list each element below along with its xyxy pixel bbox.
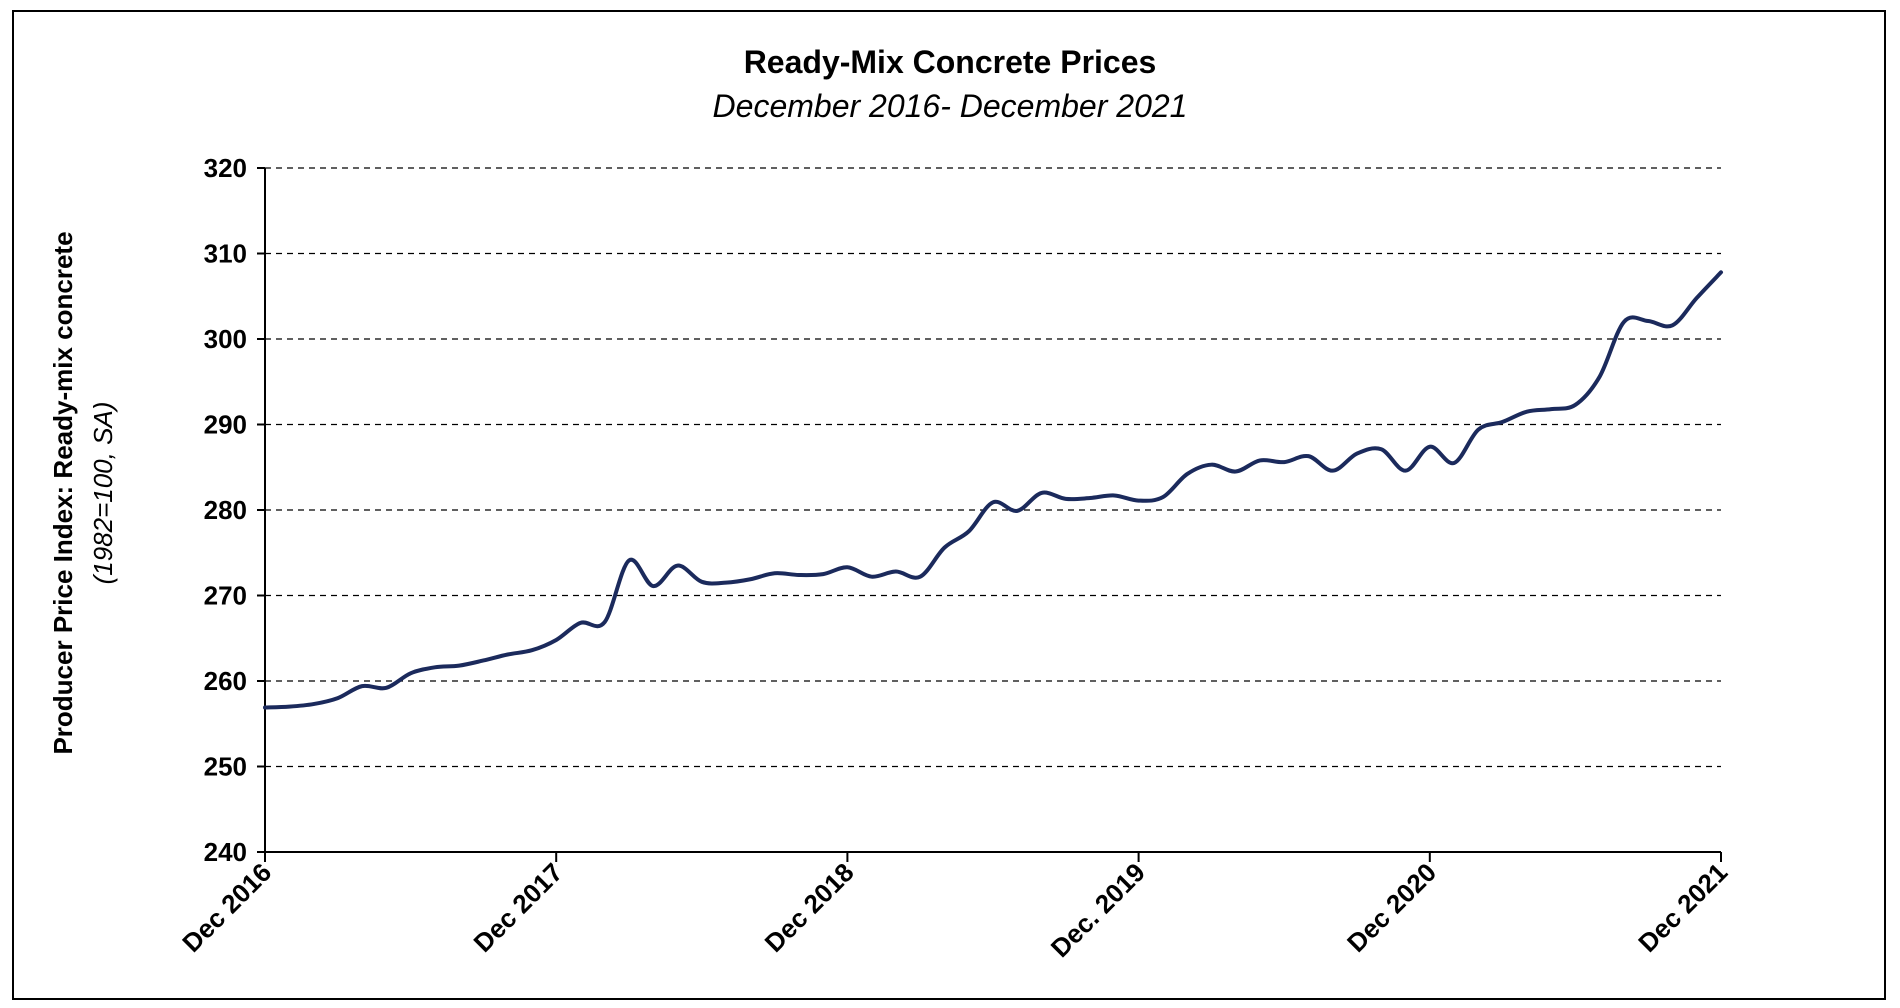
chart-subtitle: December 2016- December 2021 bbox=[712, 88, 1188, 124]
chart-frame bbox=[12, 10, 1886, 1000]
x-tick-label: Dec 2017 bbox=[467, 857, 568, 958]
y-tick-label: 290 bbox=[204, 410, 247, 440]
x-tick-label: Dec 2016 bbox=[176, 857, 277, 958]
y-tick-label: 320 bbox=[204, 153, 247, 183]
x-tick-label: Dec 2018 bbox=[759, 857, 860, 958]
y-tick-label: 270 bbox=[204, 581, 247, 611]
y-tick-label: 280 bbox=[204, 495, 247, 525]
x-tick-label: Dec 2021 bbox=[1632, 857, 1733, 958]
y-tick-label: 300 bbox=[204, 324, 247, 354]
series-group bbox=[263, 270, 1723, 710]
x-tick-labels: Dec 2016 Dec 2017 Dec 2018 Dec. 2019 Dec 202… bbox=[176, 852, 1733, 963]
y-tick-label: 260 bbox=[204, 666, 247, 696]
series-line-0 bbox=[263, 270, 1723, 710]
x-tick-label: Dec 2020 bbox=[1341, 857, 1442, 958]
y-axis-label: Producer Price Index: Ready-mix concrete bbox=[48, 231, 78, 754]
y-tick-labels: 240 250 260 270 280 290 300 310 320 bbox=[204, 153, 265, 867]
y-axis-label-note: (1982=100, SA) bbox=[88, 402, 118, 585]
x-tick-label: Dec. 2019 bbox=[1045, 857, 1151, 963]
gridlines bbox=[265, 167, 1721, 768]
chart-title: Ready-Mix Concrete Prices bbox=[743, 44, 1157, 80]
y-tick-label: 310 bbox=[204, 239, 247, 269]
y-tick-label: 240 bbox=[204, 837, 247, 867]
y-tick-label: 250 bbox=[204, 752, 247, 782]
